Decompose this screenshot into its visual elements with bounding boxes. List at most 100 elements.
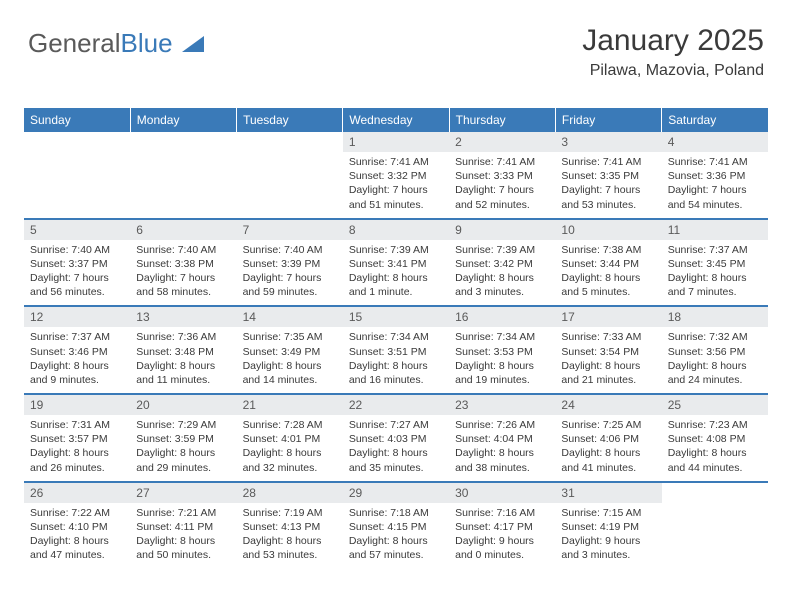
calendar-cell: 6Sunrise: 7:40 AMSunset: 3:38 PMDaylight… (130, 219, 236, 307)
calendar-cell: 17Sunrise: 7:33 AMSunset: 3:54 PMDayligh… (555, 306, 661, 394)
day-number: 10 (555, 220, 661, 240)
calendar-cell: 4Sunrise: 7:41 AMSunset: 3:36 PMDaylight… (662, 132, 768, 219)
day-details: Sunrise: 7:41 AMSunset: 3:36 PMDaylight:… (662, 152, 768, 218)
calendar-cell: 2Sunrise: 7:41 AMSunset: 3:33 PMDaylight… (449, 132, 555, 219)
day-number: 23 (449, 395, 555, 415)
day-details: Sunrise: 7:38 AMSunset: 3:44 PMDaylight:… (555, 240, 661, 306)
calendar-cell: 12Sunrise: 7:37 AMSunset: 3:46 PMDayligh… (24, 306, 130, 394)
day-header: Monday (130, 108, 236, 132)
day-number: 13 (130, 307, 236, 327)
calendar-table: SundayMondayTuesdayWednesdayThursdayFrid… (24, 108, 768, 568)
day-number: 29 (343, 483, 449, 503)
calendar-cell: 16Sunrise: 7:34 AMSunset: 3:53 PMDayligh… (449, 306, 555, 394)
day-details: Sunrise: 7:26 AMSunset: 4:04 PMDaylight:… (449, 415, 555, 481)
day-number: 6 (130, 220, 236, 240)
day-details: Sunrise: 7:40 AMSunset: 3:37 PMDaylight:… (24, 240, 130, 306)
calendar-cell: 29Sunrise: 7:18 AMSunset: 4:15 PMDayligh… (343, 482, 449, 569)
day-number: 25 (662, 395, 768, 415)
calendar-cell: 14Sunrise: 7:35 AMSunset: 3:49 PMDayligh… (237, 306, 343, 394)
day-number: 12 (24, 307, 130, 327)
calendar-cell (24, 132, 130, 219)
calendar-body: 1Sunrise: 7:41 AMSunset: 3:32 PMDaylight… (24, 132, 768, 568)
day-details: Sunrise: 7:41 AMSunset: 3:35 PMDaylight:… (555, 152, 661, 218)
day-number: 27 (130, 483, 236, 503)
day-number: 30 (449, 483, 555, 503)
day-number: 16 (449, 307, 555, 327)
day-details: Sunrise: 7:37 AMSunset: 3:45 PMDaylight:… (662, 240, 768, 306)
day-details: Sunrise: 7:35 AMSunset: 3:49 PMDaylight:… (237, 327, 343, 393)
calendar-week: 5Sunrise: 7:40 AMSunset: 3:37 PMDaylight… (24, 219, 768, 307)
day-number: 22 (343, 395, 449, 415)
day-details: Sunrise: 7:41 AMSunset: 3:32 PMDaylight:… (343, 152, 449, 218)
calendar-week: 19Sunrise: 7:31 AMSunset: 3:57 PMDayligh… (24, 394, 768, 482)
day-number: 24 (555, 395, 661, 415)
calendar-cell: 24Sunrise: 7:25 AMSunset: 4:06 PMDayligh… (555, 394, 661, 482)
calendar-cell: 9Sunrise: 7:39 AMSunset: 3:42 PMDaylight… (449, 219, 555, 307)
logo-triangle-icon (182, 36, 204, 52)
day-header: Wednesday (343, 108, 449, 132)
calendar-cell: 11Sunrise: 7:37 AMSunset: 3:45 PMDayligh… (662, 219, 768, 307)
calendar-cell: 3Sunrise: 7:41 AMSunset: 3:35 PMDaylight… (555, 132, 661, 219)
day-number: 21 (237, 395, 343, 415)
day-number: 11 (662, 220, 768, 240)
calendar-cell: 8Sunrise: 7:39 AMSunset: 3:41 PMDaylight… (343, 219, 449, 307)
calendar-cell: 25Sunrise: 7:23 AMSunset: 4:08 PMDayligh… (662, 394, 768, 482)
location-subtitle: Pilawa, Mazovia, Poland (582, 62, 764, 80)
day-details: Sunrise: 7:29 AMSunset: 3:59 PMDaylight:… (130, 415, 236, 481)
day-details: Sunrise: 7:32 AMSunset: 3:56 PMDaylight:… (662, 327, 768, 393)
day-details: Sunrise: 7:28 AMSunset: 4:01 PMDaylight:… (237, 415, 343, 481)
day-number: 4 (662, 132, 768, 152)
day-header: Friday (555, 108, 661, 132)
calendar-cell: 20Sunrise: 7:29 AMSunset: 3:59 PMDayligh… (130, 394, 236, 482)
day-details: Sunrise: 7:16 AMSunset: 4:17 PMDaylight:… (449, 503, 555, 569)
calendar-week: 12Sunrise: 7:37 AMSunset: 3:46 PMDayligh… (24, 306, 768, 394)
calendar-cell: 5Sunrise: 7:40 AMSunset: 3:37 PMDaylight… (24, 219, 130, 307)
calendar-cell: 27Sunrise: 7:21 AMSunset: 4:11 PMDayligh… (130, 482, 236, 569)
day-number: 2 (449, 132, 555, 152)
header: January 2025 Pilawa, Mazovia, Poland (582, 24, 764, 80)
day-details: Sunrise: 7:31 AMSunset: 3:57 PMDaylight:… (24, 415, 130, 481)
calendar-cell: 22Sunrise: 7:27 AMSunset: 4:03 PMDayligh… (343, 394, 449, 482)
day-details: Sunrise: 7:40 AMSunset: 3:39 PMDaylight:… (237, 240, 343, 306)
day-number: 31 (555, 483, 661, 503)
logo-text-2: Blue (121, 28, 173, 58)
calendar-cell: 13Sunrise: 7:36 AMSunset: 3:48 PMDayligh… (130, 306, 236, 394)
day-details: Sunrise: 7:39 AMSunset: 3:42 PMDaylight:… (449, 240, 555, 306)
day-details: Sunrise: 7:21 AMSunset: 4:11 PMDaylight:… (130, 503, 236, 569)
calendar-cell: 1Sunrise: 7:41 AMSunset: 3:32 PMDaylight… (343, 132, 449, 219)
day-details: Sunrise: 7:27 AMSunset: 4:03 PMDaylight:… (343, 415, 449, 481)
day-details: Sunrise: 7:18 AMSunset: 4:15 PMDaylight:… (343, 503, 449, 569)
calendar-week: 26Sunrise: 7:22 AMSunset: 4:10 PMDayligh… (24, 482, 768, 569)
calendar-week: 1Sunrise: 7:41 AMSunset: 3:32 PMDaylight… (24, 132, 768, 219)
day-details: Sunrise: 7:22 AMSunset: 4:10 PMDaylight:… (24, 503, 130, 569)
calendar-cell: 26Sunrise: 7:22 AMSunset: 4:10 PMDayligh… (24, 482, 130, 569)
day-header-row: SundayMondayTuesdayWednesdayThursdayFrid… (24, 108, 768, 132)
day-number: 3 (555, 132, 661, 152)
day-details: Sunrise: 7:34 AMSunset: 3:51 PMDaylight:… (343, 327, 449, 393)
day-number: 20 (130, 395, 236, 415)
day-details: Sunrise: 7:41 AMSunset: 3:33 PMDaylight:… (449, 152, 555, 218)
calendar-cell (130, 132, 236, 219)
calendar-cell: 23Sunrise: 7:26 AMSunset: 4:04 PMDayligh… (449, 394, 555, 482)
day-details: Sunrise: 7:40 AMSunset: 3:38 PMDaylight:… (130, 240, 236, 306)
day-number: 5 (24, 220, 130, 240)
day-number: 1 (343, 132, 449, 152)
day-details: Sunrise: 7:36 AMSunset: 3:48 PMDaylight:… (130, 327, 236, 393)
calendar-cell: 7Sunrise: 7:40 AMSunset: 3:39 PMDaylight… (237, 219, 343, 307)
month-title: January 2025 (582, 24, 764, 58)
day-number: 15 (343, 307, 449, 327)
calendar-cell: 30Sunrise: 7:16 AMSunset: 4:17 PMDayligh… (449, 482, 555, 569)
day-number: 8 (343, 220, 449, 240)
logo: GeneralBlue (28, 28, 204, 59)
day-header: Sunday (24, 108, 130, 132)
day-number: 26 (24, 483, 130, 503)
logo-text-1: General (28, 28, 121, 58)
day-details: Sunrise: 7:25 AMSunset: 4:06 PMDaylight:… (555, 415, 661, 481)
day-number: 9 (449, 220, 555, 240)
day-details: Sunrise: 7:23 AMSunset: 4:08 PMDaylight:… (662, 415, 768, 481)
day-details: Sunrise: 7:39 AMSunset: 3:41 PMDaylight:… (343, 240, 449, 306)
calendar-cell: 18Sunrise: 7:32 AMSunset: 3:56 PMDayligh… (662, 306, 768, 394)
calendar-cell: 21Sunrise: 7:28 AMSunset: 4:01 PMDayligh… (237, 394, 343, 482)
day-header: Tuesday (237, 108, 343, 132)
calendar-cell: 28Sunrise: 7:19 AMSunset: 4:13 PMDayligh… (237, 482, 343, 569)
